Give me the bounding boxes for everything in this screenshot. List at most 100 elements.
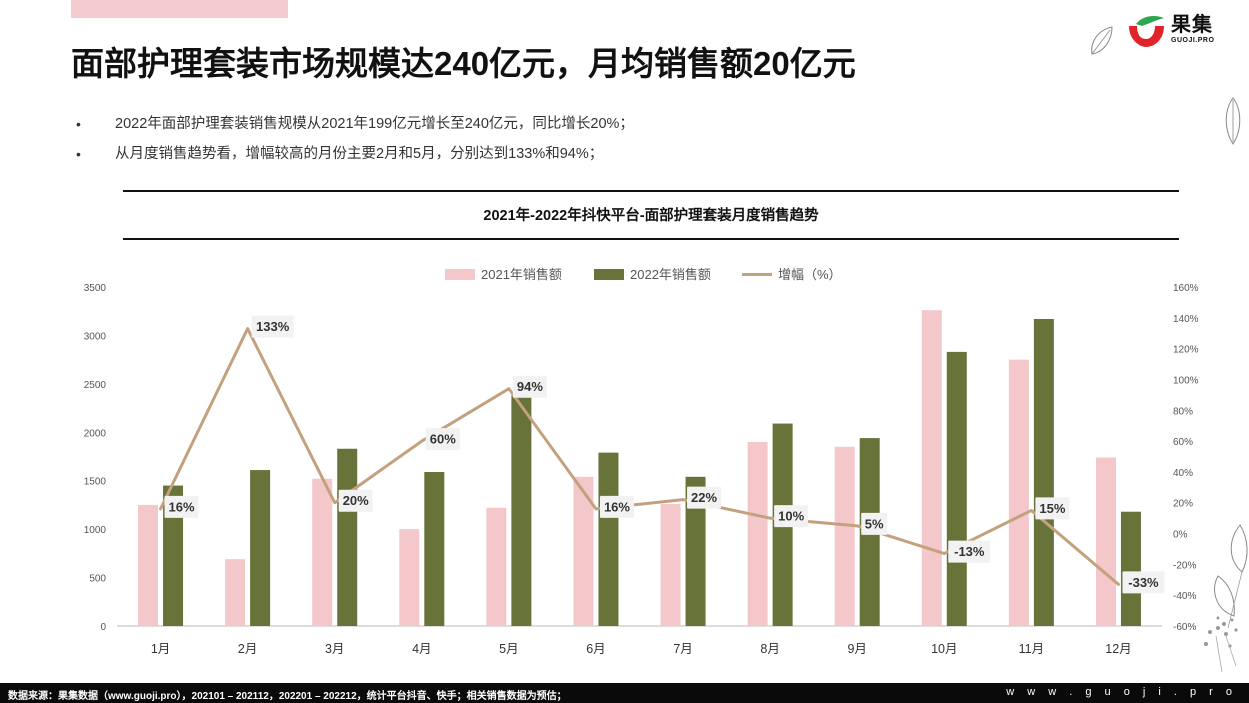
- y-right-tick-label: 100%: [1173, 375, 1199, 386]
- chart-legend: 2021年销售额 2022年销售额 增幅（%）: [0, 266, 1249, 284]
- x-tick-label: 4月: [412, 642, 431, 656]
- legend-swatch-2021: [445, 269, 475, 280]
- x-tick-label: 11月: [1019, 642, 1044, 656]
- bar-2022: [1033, 318, 1054, 626]
- bar-2021: [312, 478, 333, 626]
- bar-2021: [1008, 359, 1029, 626]
- bar-2022: [250, 470, 271, 626]
- legend-label-growth: 增幅（%）: [778, 267, 842, 282]
- chart-title-rule: [123, 238, 1179, 240]
- brand-name-en: GUOJI.PRO: [1171, 37, 1215, 44]
- x-tick-label: 12月: [1105, 642, 1131, 656]
- x-tick-label: 3月: [325, 642, 344, 656]
- bar-2021: [486, 507, 507, 626]
- y-left-tick-label: 2000: [84, 428, 107, 439]
- growth-data-label: 5%: [865, 516, 884, 531]
- bar-2021: [747, 441, 768, 626]
- chart-top-rule: [123, 190, 1179, 192]
- growth-label-box: [774, 505, 809, 528]
- chart-title: 2021年-2022年抖快平台-面部护理套装月度销售趋势: [483, 208, 819, 224]
- bullet-marker: •: [76, 146, 81, 162]
- legend-line-growth: [742, 273, 772, 276]
- growth-label-box: [1035, 497, 1070, 520]
- y-right-tick-label: -40%: [1173, 591, 1196, 602]
- bar-2022: [337, 448, 358, 626]
- growth-data-label: 16%: [604, 499, 630, 514]
- y-right-tick-label: 20%: [1173, 499, 1193, 510]
- bar-2021: [573, 476, 594, 626]
- growth-label-box: [425, 428, 460, 451]
- footer-url: w w w . g u o j i . p r o: [1006, 686, 1237, 698]
- bar-2021: [138, 504, 159, 626]
- y-right-tick-label: -60%: [1173, 622, 1196, 633]
- bar-2021: [225, 559, 246, 626]
- y-left-tick-label: 0: [100, 622, 106, 633]
- growth-label-box: [1122, 571, 1165, 594]
- brand-logo: 果集 GUOJI.PRO: [1124, 10, 1236, 50]
- y-right-tick-label: 140%: [1173, 314, 1199, 325]
- growth-label-box: [948, 540, 991, 563]
- y-right-tick-label: 80%: [1173, 406, 1193, 417]
- bar-2022: [163, 485, 184, 626]
- growth-data-label: -33%: [1128, 575, 1159, 590]
- y-right-tick-label: 40%: [1173, 468, 1193, 479]
- growth-label-box: [164, 495, 199, 518]
- bar-2022: [1120, 511, 1141, 626]
- growth-label-box: [861, 512, 888, 535]
- growth-label-box: [512, 375, 547, 398]
- growth-data-label: 60%: [430, 432, 456, 447]
- growth-data-label: 16%: [169, 499, 195, 514]
- x-tick-label: 8月: [760, 642, 779, 656]
- growth-data-label: 133%: [256, 319, 290, 334]
- bullet-text: 从月度销售趋势看，增幅较高的月份主要2月和5月，分别达到133%和94%；: [115, 146, 604, 162]
- bar-2021: [399, 529, 420, 626]
- growth-data-label: 10%: [778, 509, 804, 524]
- x-tick-label: 6月: [586, 642, 605, 656]
- x-tick-label: 7月: [673, 642, 692, 656]
- x-tick-label: 5月: [499, 642, 518, 656]
- legend-label-2021: 2021年销售额: [481, 267, 562, 282]
- growth-data-label: 15%: [1039, 501, 1065, 516]
- bar-2021: [834, 446, 855, 626]
- bar-2022: [946, 351, 967, 626]
- bar-2022: [598, 452, 619, 626]
- summary-bullet: • 2022年面部护理套装销售规模从2021年199亿元增长至240亿元，同比增…: [76, 114, 1076, 144]
- legend-swatch-2022: [594, 269, 624, 280]
- bar-2022: [685, 476, 706, 626]
- y-right-tick-label: 160%: [1173, 283, 1199, 294]
- x-tick-label: 1月: [151, 642, 170, 656]
- y-left-tick-label: 3500: [84, 283, 107, 294]
- footer-bar: 数据来源：果集数据（www.guoji.pro），202101 – 202112…: [0, 683, 1249, 703]
- y-left-tick-label: 1000: [84, 525, 107, 536]
- growth-data-label: 94%: [517, 379, 543, 394]
- growth-label-box: [251, 315, 294, 338]
- bar-2021: [660, 503, 681, 626]
- growth-data-label: 20%: [343, 493, 369, 508]
- x-tick-label: 10月: [931, 642, 957, 656]
- y-left-tick-label: 500: [89, 574, 106, 585]
- growth-data-label: 22%: [691, 490, 717, 505]
- y-left-tick-label: 2500: [84, 380, 107, 391]
- summary-bullet: • 从月度销售趋势看，增幅较高的月份主要2月和5月，分别达到133%和94%；: [76, 144, 1076, 174]
- x-tick-label: 9月: [847, 642, 866, 656]
- bar-2021: [921, 310, 942, 626]
- leaf-decoration-icon: [1091, 26, 1113, 55]
- footer-data-source: 数据来源：果集数据（www.guoji.pro），202101 – 202112…: [8, 691, 567, 702]
- leaf-decoration-icon: [1225, 97, 1241, 145]
- y-right-tick-label: -20%: [1173, 560, 1196, 571]
- growth-label-box: [599, 495, 634, 518]
- flower-decoration-icon: [1204, 626, 1238, 673]
- bar-2022: [511, 395, 532, 626]
- y-left-tick-label: 3000: [84, 331, 107, 342]
- y-right-tick-label: 60%: [1173, 437, 1193, 448]
- top-accent-bar: [71, 0, 288, 18]
- growth-data-label: -13%: [954, 544, 985, 559]
- bullet-text: 2022年面部护理套装销售规模从2021年199亿元增长至240亿元，同比增长2…: [115, 116, 634, 132]
- y-right-tick-label: 120%: [1173, 345, 1199, 356]
- leaf-decoration-icon: [1214, 524, 1248, 629]
- bar-2022: [424, 471, 445, 626]
- brand-name-cn: 果集: [1171, 14, 1213, 36]
- page-title: 面部护理套装市场规模达240亿元，月均销售额20亿元: [71, 45, 856, 82]
- guoji-logo-icon: [1129, 16, 1164, 47]
